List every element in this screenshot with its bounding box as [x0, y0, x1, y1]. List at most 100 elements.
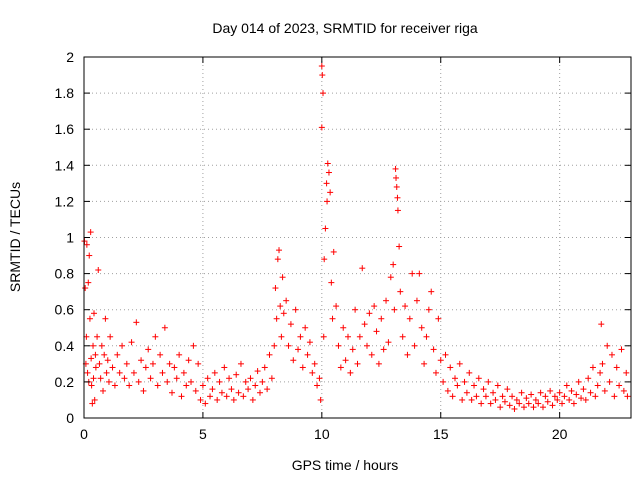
data-point	[89, 400, 96, 407]
x-tick-label: 15	[433, 426, 449, 442]
data-point	[525, 400, 532, 407]
data-point	[324, 198, 331, 205]
data-point	[327, 189, 334, 196]
data-point	[394, 194, 401, 201]
data-point	[280, 310, 287, 317]
data-point	[321, 256, 328, 263]
data-point	[84, 369, 91, 376]
data-point	[411, 342, 418, 349]
data-point	[452, 375, 459, 382]
data-point	[306, 339, 313, 346]
data-point	[449, 393, 456, 400]
data-point	[544, 398, 551, 405]
data-point	[168, 389, 175, 396]
data-point	[322, 225, 329, 232]
data-point	[608, 351, 615, 358]
data-point	[171, 364, 178, 371]
data-point	[494, 382, 501, 389]
data-point	[456, 360, 463, 367]
data-point	[333, 303, 340, 310]
data-point	[624, 393, 631, 400]
data-point	[116, 369, 123, 376]
data-point	[620, 387, 627, 394]
data-point	[290, 357, 297, 364]
axis-ticks	[83, 56, 631, 419]
x-tick-label: 0	[80, 426, 88, 442]
data-point	[204, 375, 211, 382]
data-point	[249, 396, 256, 403]
data-point	[142, 364, 149, 371]
data-point	[309, 369, 316, 376]
data-point	[352, 306, 359, 313]
data-point	[218, 389, 225, 396]
data-point	[444, 387, 451, 394]
data-point	[563, 382, 570, 389]
x-tick-label: 20	[552, 426, 568, 442]
data-point	[278, 333, 285, 340]
data-point	[90, 310, 97, 317]
data-point	[375, 360, 382, 367]
data-point	[279, 274, 286, 281]
data-point	[347, 369, 354, 376]
data-point	[328, 279, 335, 286]
data-point	[551, 393, 558, 400]
data-point	[592, 393, 599, 400]
data-point	[330, 248, 337, 255]
data-point	[393, 174, 400, 181]
data-point	[361, 321, 368, 328]
data-point	[216, 378, 223, 385]
data-point	[274, 256, 281, 263]
data-point	[323, 180, 330, 187]
data-point	[287, 321, 294, 328]
y-tick-label: 1.8	[55, 85, 75, 101]
data-point	[359, 265, 366, 272]
data-point	[97, 375, 104, 382]
data-point	[393, 183, 400, 190]
data-point	[318, 124, 325, 131]
data-point	[164, 378, 171, 385]
data-point	[397, 288, 404, 295]
data-point	[209, 386, 216, 393]
data-point	[404, 351, 411, 358]
data-point	[601, 387, 608, 394]
data-point	[440, 378, 447, 385]
data-point	[147, 375, 154, 382]
data-point	[324, 160, 331, 167]
data-point	[473, 393, 480, 400]
data-point	[585, 375, 592, 382]
data-point	[264, 386, 271, 393]
data-point	[442, 351, 449, 358]
data-point	[520, 404, 527, 411]
data-point	[471, 382, 478, 389]
data-point	[421, 360, 428, 367]
data-point	[91, 396, 98, 403]
data-point	[299, 364, 306, 371]
data-point	[88, 382, 95, 389]
data-point	[185, 357, 192, 364]
data-point	[409, 270, 416, 277]
data-point	[373, 328, 380, 335]
data-point	[105, 378, 112, 385]
data-point	[570, 400, 577, 407]
data-point	[283, 297, 290, 304]
data-points	[81, 63, 631, 412]
data-point	[256, 389, 263, 396]
data-point	[202, 400, 209, 407]
data-point	[371, 303, 378, 310]
data-point	[490, 389, 497, 396]
data-point	[582, 396, 589, 403]
data-point	[335, 342, 342, 349]
data-point	[428, 288, 435, 295]
data-point	[518, 389, 525, 396]
data-point	[230, 396, 237, 403]
x-tick-labels: 0 5 10 15 20	[80, 426, 568, 442]
data-point	[468, 396, 475, 403]
data-point	[100, 387, 107, 394]
y-tick-label: 1.2	[55, 193, 75, 209]
data-point	[180, 369, 187, 376]
data-point	[575, 378, 582, 385]
y-tick-label: 1	[66, 230, 74, 246]
data-point	[119, 342, 126, 349]
data-point	[233, 371, 240, 378]
data-point	[237, 360, 244, 367]
